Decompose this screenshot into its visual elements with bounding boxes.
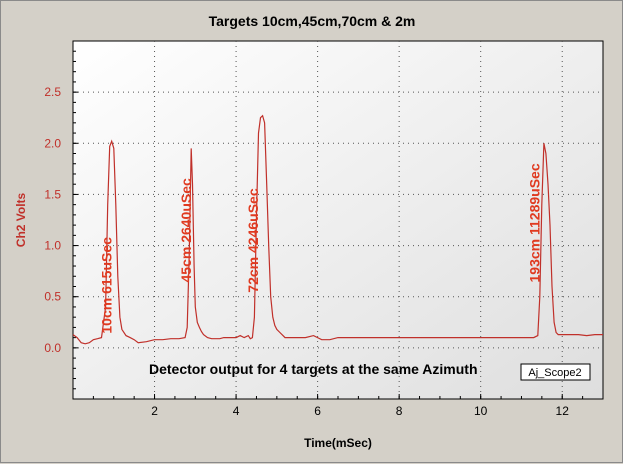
x-tick-label: 6	[314, 404, 321, 418]
grid-lines	[73, 41, 603, 399]
peak-label: 193cm 11289uSec	[527, 163, 543, 282]
series-line-ch2	[72, 114, 603, 345]
y-tick-label: 2.5	[44, 85, 61, 99]
x-tick-label: 10	[474, 404, 488, 418]
y-tick-label: 0.0	[44, 341, 61, 355]
peak-label: 72cm 4246uSec	[245, 188, 261, 293]
y-tick-label: 1.0	[44, 239, 61, 253]
peak-annotations: 10cm 615uSec 45cm 2640uSec 72cm 4246uSec 19…	[99, 163, 543, 333]
tick-labels: 2 4 6 8 10 12 0.0 0.5 1.0 1.5 2.0 2.5	[44, 85, 569, 418]
x-tick-label: 4	[233, 404, 240, 418]
y-tick-label: 2.0	[44, 136, 61, 150]
plot-area	[72, 40, 604, 400]
x-tick-label: 12	[556, 404, 570, 418]
chart-title: Targets 10cm,45cm,70cm & 2m	[209, 13, 416, 29]
scope-tag-box	[520, 363, 591, 381]
y-axis-label: Ch2 Volts	[14, 192, 28, 247]
peak-label: 10cm 615uSec	[99, 237, 115, 334]
peak-label: 45cm 2640uSec	[178, 178, 194, 283]
x-tick-label: 8	[396, 404, 403, 418]
y-tick-label: 1.5	[44, 187, 61, 201]
chart-caption: Detector output for 4 targets at the sam…	[149, 361, 478, 377]
y-tick-label: 0.5	[44, 290, 61, 304]
x-tick-label: 2	[151, 404, 158, 418]
scope-tag-label: Aj_Scope2	[528, 367, 581, 379]
scope-tag: Aj_Scope2	[520, 363, 591, 381]
x-axis-label: Time(mSec)	[304, 436, 372, 450]
axis-ticks	[73, 50, 584, 399]
